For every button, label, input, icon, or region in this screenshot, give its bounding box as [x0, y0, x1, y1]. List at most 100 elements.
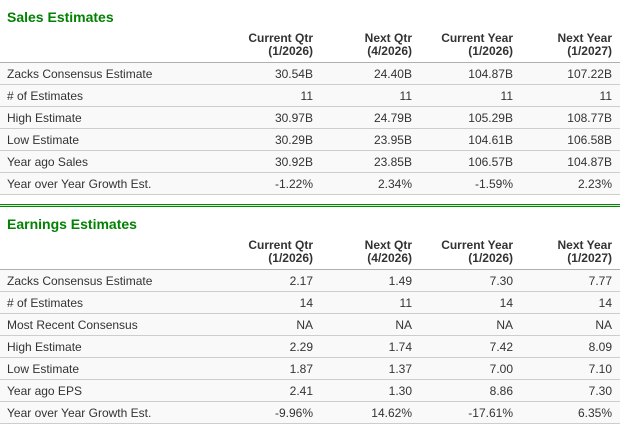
column-name: Next Year [557, 238, 613, 252]
row-label: Low Estimate [0, 357, 235, 380]
cell-value: 2.23% [521, 172, 620, 195]
column-name: Current Qtr [248, 31, 313, 45]
table-row: Year ago Sales 30.92B 23.85B 106.57B 104.87B [0, 150, 620, 173]
section-title: Earnings Estimates [7, 216, 137, 232]
cell-value: NA [420, 313, 521, 336]
table-header-row: Current Qtr (1/2026) Next Qtr (4/2026) Curre… [0, 239, 620, 270]
cell-value: 107.22B [521, 62, 620, 85]
cell-value: 106.57B [420, 150, 521, 173]
column-header: Current Qtr (1/2026) [235, 32, 321, 63]
cell-value: 108.77B [521, 106, 620, 129]
estimates-section: Earnings Estimates Current Qtr (1/2026) Ne… [0, 216, 620, 424]
table-row: Low Estimate 30.29B 23.95B 104.61B 106.58B [0, 128, 620, 151]
cell-value: -1.22% [235, 172, 321, 195]
cell-value: 14.62% [321, 401, 420, 424]
column-name: Next Qtr [364, 31, 412, 45]
cell-value: -17.61% [420, 401, 521, 424]
cell-value: 6.35% [521, 401, 620, 424]
row-label: Zacks Consensus Estimate [0, 62, 235, 85]
row-label: High Estimate [0, 106, 235, 129]
table-row: Year ago EPS 2.41 1.30 8.86 7.30 [0, 379, 620, 402]
table-body: Zacks Consensus Estimate 30.54B 24.40B 104.… [0, 62, 620, 195]
column-header: Next Year (1/2027) [521, 239, 620, 270]
column-period: (1/2026) [268, 251, 313, 265]
cell-value: 2.29 [235, 335, 321, 358]
cell-value: 2.17 [235, 269, 321, 292]
row-label: # of Estimates [0, 291, 235, 314]
sections-container: Sales Estimates Current Qtr (1/2026) Next … [0, 9, 620, 424]
row-label: Most Recent Consensus [0, 313, 235, 336]
table-header-row: Current Qtr (1/2026) Next Qtr (4/2026) Curre… [0, 32, 620, 63]
column-period: (1/2027) [567, 44, 612, 58]
cell-value: 23.95B [321, 128, 420, 151]
cell-value: 14 [420, 291, 521, 314]
column-period: (1/2026) [468, 251, 513, 265]
cell-value: 11 [420, 84, 521, 107]
row-label: Year ago Sales [0, 150, 235, 173]
table-row: # of Estimates 11 11 11 11 [0, 84, 620, 107]
column-name: Next Qtr [364, 238, 412, 252]
estimates-table: Current Qtr (1/2026) Next Qtr (4/2026) Curre… [0, 239, 620, 424]
cell-value: 30.29B [235, 128, 321, 151]
cell-value: NA [235, 313, 321, 336]
cell-value: 7.30 [420, 269, 521, 292]
row-label: High Estimate [0, 335, 235, 358]
cell-value: 1.74 [321, 335, 420, 358]
table-row: # of Estimates 14 11 14 14 [0, 291, 620, 314]
table-row: High Estimate 2.29 1.74 7.42 8.09 [0, 335, 620, 358]
cell-value: 7.42 [420, 335, 521, 358]
column-header: Next Qtr (4/2026) [321, 32, 420, 63]
section-title: Sales Estimates [7, 9, 114, 25]
column-period: (1/2027) [567, 251, 612, 265]
cell-value: 11 [521, 84, 620, 107]
cell-value: 24.40B [321, 62, 420, 85]
cell-value: 11 [321, 291, 420, 314]
cell-value: 30.92B [235, 150, 321, 173]
column-header: Current Year (1/2026) [420, 32, 521, 63]
cell-value: 1.49 [321, 269, 420, 292]
row-label: Zacks Consensus Estimate [0, 269, 235, 292]
cell-value: 11 [235, 84, 321, 107]
cell-value: 2.34% [321, 172, 420, 195]
column-name: Next Year [557, 31, 613, 45]
cell-value: 7.00 [420, 357, 521, 380]
cell-value: -1.59% [420, 172, 521, 195]
cell-value: 8.09 [521, 335, 620, 358]
row-label: Year over Year Growth Est. [0, 401, 235, 424]
cell-value: 1.87 [235, 357, 321, 380]
column-period: (4/2026) [367, 251, 412, 265]
table-body: Zacks Consensus Estimate 2.17 1.49 7.30 7.77… [0, 269, 620, 424]
table-row: Zacks Consensus Estimate 2.17 1.49 7.30 7.77 [0, 269, 620, 292]
table-row: Zacks Consensus Estimate 30.54B 24.40B 104.… [0, 62, 620, 85]
column-name: Current Qtr [248, 238, 313, 252]
table-row: Low Estimate 1.87 1.37 7.00 7.10 [0, 357, 620, 380]
cell-value: 105.29B [420, 106, 521, 129]
row-label: Year over Year Growth Est. [0, 172, 235, 195]
cell-value: 104.87B [420, 62, 521, 85]
column-name: Current Year [441, 31, 513, 45]
section-divider [0, 204, 620, 207]
column-name: Current Year [441, 238, 513, 252]
estimates-table: Current Qtr (1/2026) Next Qtr (4/2026) Curre… [0, 32, 620, 195]
cell-value: 2.41 [235, 379, 321, 402]
column-period: (4/2026) [367, 44, 412, 58]
cell-value: 11 [321, 84, 420, 107]
header-spacer [0, 239, 235, 270]
cell-value: 1.30 [321, 379, 420, 402]
table-row: High Estimate 30.97B 24.79B 105.29B 108.77B [0, 106, 620, 129]
cell-value: 1.37 [321, 357, 420, 380]
cell-value: 24.79B [321, 106, 420, 129]
cell-value: 7.30 [521, 379, 620, 402]
row-label: # of Estimates [0, 84, 235, 107]
table-row: Year over Year Growth Est. -9.96% 14.62% -1… [0, 401, 620, 424]
cell-value: 30.97B [235, 106, 321, 129]
header-spacer [0, 32, 235, 63]
cell-value: 104.61B [420, 128, 521, 151]
cell-value: 30.54B [235, 62, 321, 85]
cell-value: NA [521, 313, 620, 336]
cell-value: 23.85B [321, 150, 420, 173]
cell-value: NA [321, 313, 420, 336]
cell-value: 106.58B [521, 128, 620, 151]
cell-value: 14 [521, 291, 620, 314]
estimates-section: Sales Estimates Current Qtr (1/2026) Next … [0, 9, 620, 195]
